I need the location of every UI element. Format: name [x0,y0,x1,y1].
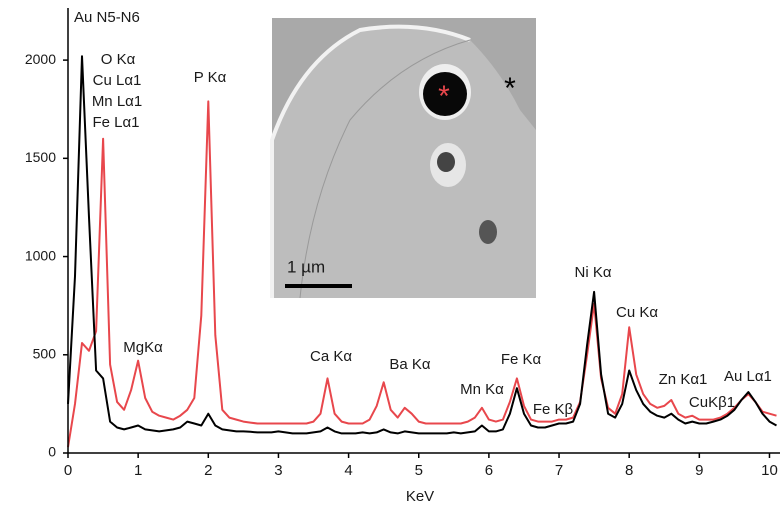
y-tick-label: 500 [33,345,57,361]
peak-label: Ni Kα [574,264,611,281]
x-tick-label: 3 [274,462,282,479]
x-tick-label: 7 [555,462,563,479]
peak-label: Cu Kα [616,304,658,321]
peak-label: Ba Kα [389,356,431,373]
peak-label: Fe Kα [501,351,542,368]
y-tick-label: 2000 [25,51,56,67]
x-tick-label: 1 [134,462,142,479]
inset-image: 1 µm * * [270,18,536,299]
peak-label: CuKβ1 [689,394,735,411]
y-tick-label: 1500 [25,149,56,165]
x-tick-label: 9 [695,462,703,479]
x-tick-label: 10 [761,462,778,479]
peak-label: Au Lα1 [724,368,772,385]
x-tick-label: 0 [64,462,72,479]
marker: * [504,72,516,105]
x-tick-label: 5 [415,462,423,479]
peak-label: Ca Kα [310,348,352,365]
x-axis-label: KeV [406,488,434,505]
peak-label: Mn Lα1 [92,93,142,110]
peak-label: Cu Lα1 [93,72,142,89]
peak-label: Fe Kβ [533,401,574,418]
peak-label: P Kα [194,69,227,86]
x-tick-label: 2 [204,462,212,479]
y-tick-label: 0 [48,444,56,460]
peak-label: Au N5-N6 [74,9,140,26]
y-tick-label: 1000 [25,247,56,263]
x-tick-label: 4 [344,462,352,479]
series-line [67,100,777,448]
peak-label: Fe Lα1 [92,114,139,131]
peak-label: O Kα [101,51,136,68]
peak-label: Mn Kα [460,381,504,398]
x-tick-label: 6 [485,462,493,479]
x-tick-label: 8 [625,462,633,479]
marker: * [438,80,450,113]
scale-label: 1 µm [287,257,325,276]
peak-label: MgKα [123,339,163,356]
peak-label: Zn Kα1 [659,371,708,388]
series-line [67,55,777,435]
